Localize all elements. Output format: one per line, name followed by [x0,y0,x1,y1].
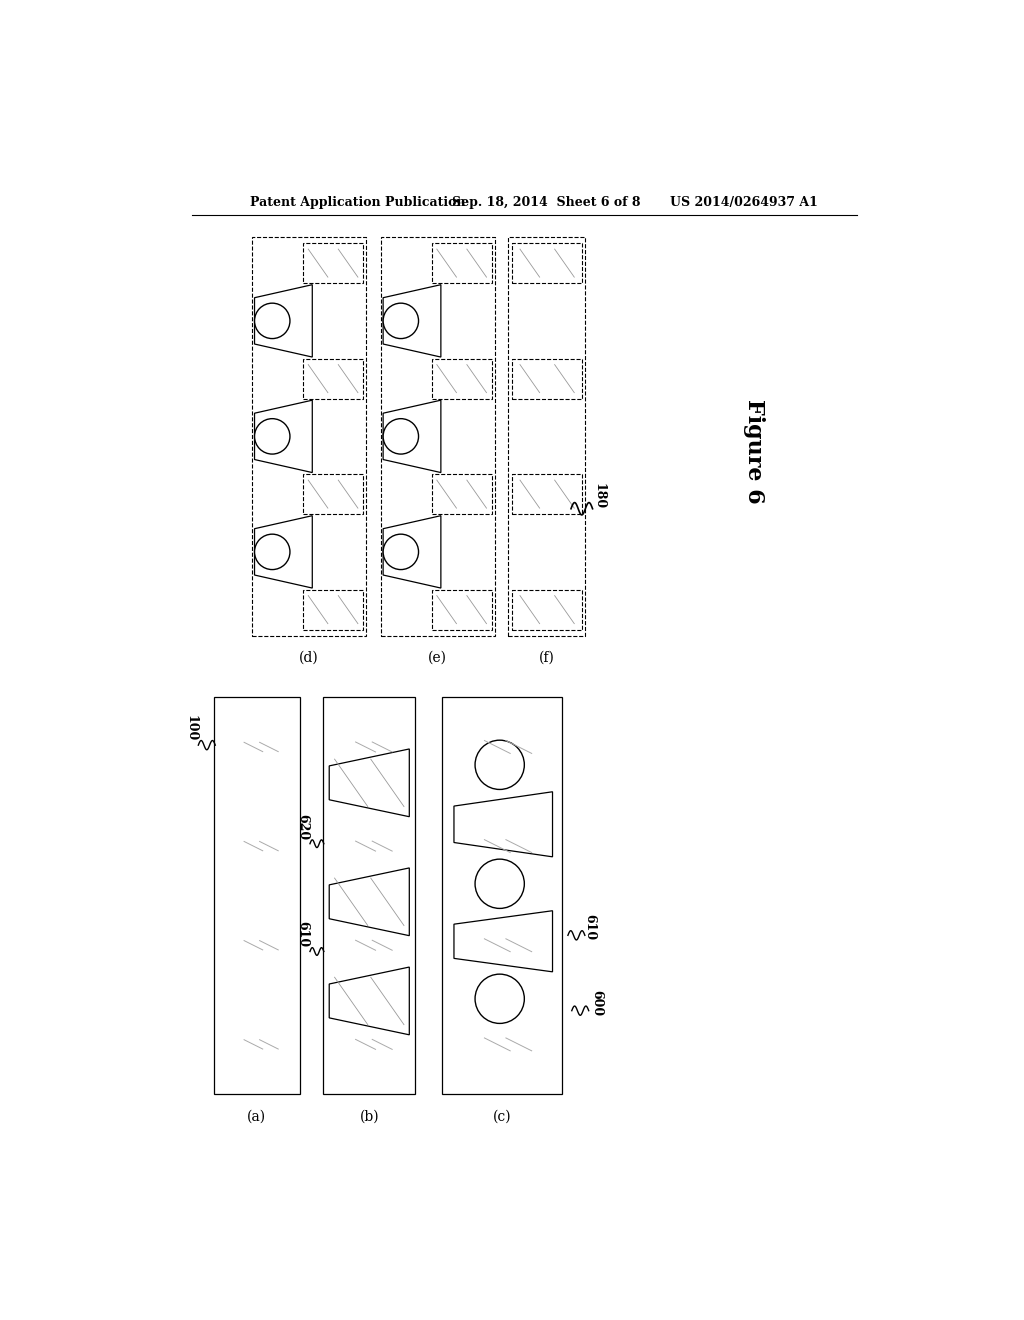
Bar [432,474,492,515]
Polygon shape [383,516,441,589]
Bar [323,697,416,1094]
Polygon shape [255,516,312,589]
Text: (a): (a) [247,1110,266,1125]
Bar [303,359,364,399]
Bar [512,474,582,515]
Bar [252,238,367,636]
Text: Figure 6: Figure 6 [743,399,765,503]
Bar [303,243,364,284]
Text: 610: 610 [583,915,596,940]
Bar [508,238,585,636]
Polygon shape [255,285,312,358]
Text: 100: 100 [184,715,197,742]
Circle shape [475,859,524,908]
Circle shape [475,741,524,789]
Polygon shape [383,400,441,473]
Bar [303,474,364,515]
Polygon shape [454,911,553,972]
Text: (e): (e) [428,651,447,664]
Bar [432,359,492,399]
Bar [214,697,300,1094]
Text: (c): (c) [493,1110,511,1125]
Circle shape [255,535,290,570]
Polygon shape [454,792,553,857]
Circle shape [383,304,419,339]
Bar [303,590,364,630]
Bar [432,590,492,630]
Circle shape [383,418,419,454]
Text: Patent Application Publication: Patent Application Publication [250,195,466,209]
Text: 620: 620 [297,813,309,840]
Text: 610: 610 [297,921,309,948]
Polygon shape [330,869,410,936]
Text: (f): (f) [539,651,554,664]
Text: (b): (b) [359,1110,379,1125]
Polygon shape [330,748,410,817]
Circle shape [255,418,290,454]
Circle shape [383,535,419,570]
Polygon shape [330,968,410,1035]
Bar [381,238,495,636]
Text: (d): (d) [299,651,319,664]
Text: 600: 600 [591,990,604,1016]
Polygon shape [383,285,441,358]
Polygon shape [255,400,312,473]
Bar [512,243,582,284]
Text: 180: 180 [592,483,605,508]
Circle shape [475,974,524,1023]
Circle shape [255,304,290,339]
Bar [512,359,582,399]
Bar [432,243,492,284]
Text: Sep. 18, 2014  Sheet 6 of 8: Sep. 18, 2014 Sheet 6 of 8 [453,195,641,209]
Bar [512,590,582,630]
Bar [442,697,562,1094]
Text: US 2014/0264937 A1: US 2014/0264937 A1 [670,195,817,209]
